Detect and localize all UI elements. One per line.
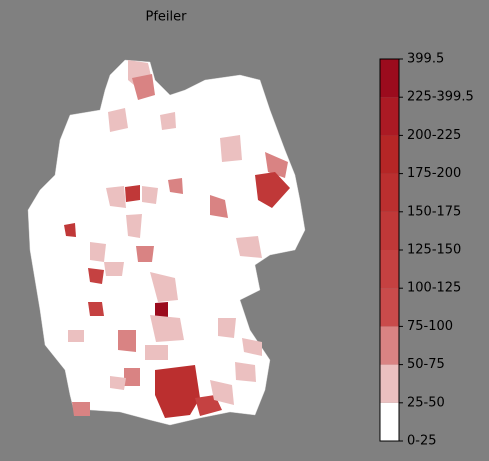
colorbar-tick-label: 100-125 <box>407 281 461 296</box>
district <box>118 330 136 352</box>
colorbar-segment <box>380 211 399 250</box>
colorbar-tick-label: 0-25 <box>407 434 437 449</box>
district <box>210 380 234 405</box>
district <box>150 315 184 342</box>
district <box>168 178 183 194</box>
district <box>220 135 242 162</box>
district <box>155 365 200 418</box>
colorbar-tick-label: 50-75 <box>407 357 445 372</box>
district <box>142 186 158 204</box>
germany-map <box>27 59 306 426</box>
colorbar-segment <box>380 59 399 98</box>
colorbar-tick-label: 150-175 <box>407 204 461 219</box>
district <box>90 242 106 262</box>
colorbar-tick-label: 200-225 <box>407 128 461 143</box>
district <box>64 223 76 237</box>
colorbar-segment <box>380 402 399 441</box>
colorbar-tick-label: 25-50 <box>407 395 445 410</box>
district <box>110 376 126 390</box>
district <box>72 402 90 416</box>
colorbar-segment <box>380 364 399 403</box>
district <box>68 330 84 342</box>
district <box>136 246 154 262</box>
colorbar-segment <box>380 250 399 289</box>
district <box>218 318 236 338</box>
district <box>104 262 124 276</box>
colorbar-tick-label: 175-200 <box>407 166 461 181</box>
district <box>124 368 140 386</box>
district <box>150 272 178 302</box>
district <box>160 112 176 130</box>
colorbar-segment <box>380 173 399 212</box>
map-title: Pfeiler <box>146 10 188 25</box>
district <box>210 195 228 218</box>
district <box>126 214 142 238</box>
district <box>125 185 140 202</box>
district <box>106 186 126 208</box>
district <box>88 302 104 316</box>
colorbar-tick-label: 399.5 <box>407 52 444 67</box>
district <box>265 152 288 178</box>
district <box>88 268 104 284</box>
district <box>155 302 168 318</box>
colorbar-segment <box>380 326 399 365</box>
district <box>242 338 262 356</box>
colorbar-tick-label: 125-150 <box>407 243 461 258</box>
district <box>132 74 155 100</box>
colorbar-tick-label: 75-100 <box>407 319 453 334</box>
district <box>108 108 128 132</box>
district <box>235 362 256 382</box>
district <box>236 236 262 258</box>
district <box>255 172 290 208</box>
district <box>145 345 168 360</box>
colorbar-segment <box>380 135 399 174</box>
colorbar-segment <box>380 288 399 327</box>
colorbar-tick-label: 225-399.5 <box>407 90 474 105</box>
colorbar-segment <box>380 97 399 136</box>
